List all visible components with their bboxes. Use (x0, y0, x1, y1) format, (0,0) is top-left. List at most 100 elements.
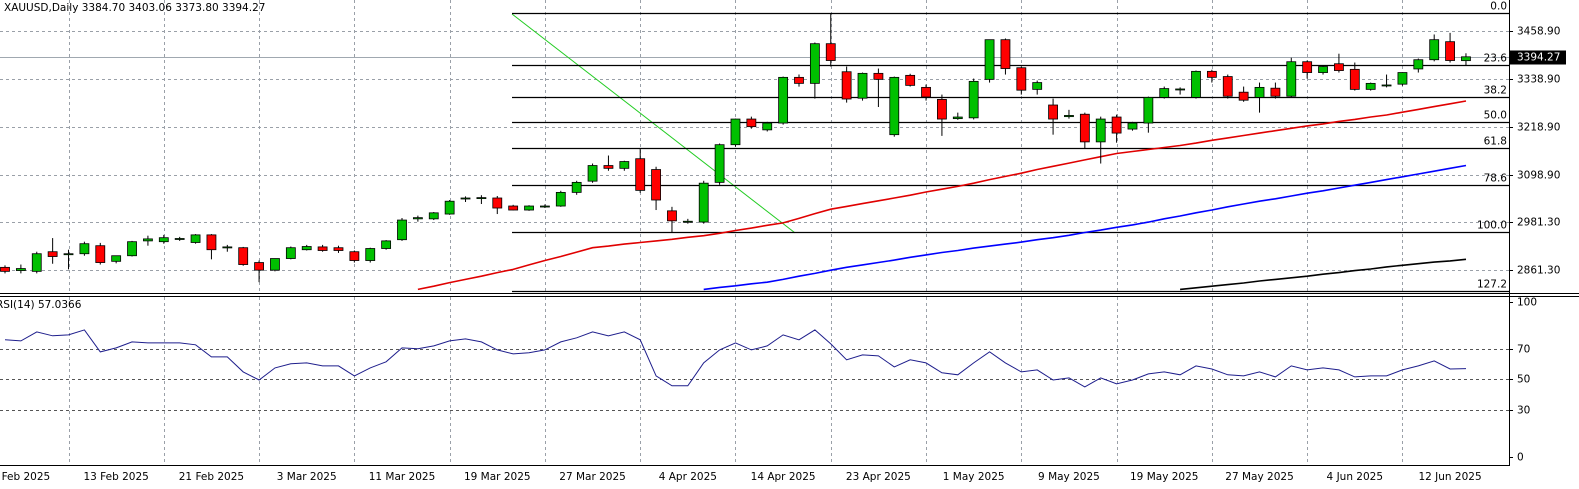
candle-body (587, 165, 598, 182)
candle-body (1032, 82, 1043, 90)
candle-body (270, 258, 280, 271)
candle-body (873, 72, 884, 80)
last-price-label: 3394.27 (1517, 52, 1560, 64)
price-pane (0, 12, 1509, 293)
candle-body (285, 247, 296, 259)
candle-body (540, 205, 550, 208)
candle-body (31, 253, 42, 272)
fib-anchor (511, 13, 796, 234)
y-tick-label: 3338.90 (1517, 74, 1560, 86)
x-tick-label: 4 Jun 2025 (1327, 471, 1383, 483)
candle-body (968, 80, 979, 119)
candle-body (301, 246, 312, 251)
fib-label: 38.2 (1484, 85, 1507, 97)
y-tick-label: 2861.30 (1517, 265, 1560, 277)
candle-body (0, 266, 10, 272)
candle-body (841, 71, 852, 100)
candle-body (698, 182, 709, 223)
candle-body (984, 39, 995, 80)
candle-body (254, 262, 264, 271)
candle-body (778, 76, 789, 124)
x-tick-label: 19 May 2025 (1130, 471, 1198, 483)
last-price-tag (1510, 50, 1566, 65)
candle-body (1191, 70, 1201, 98)
candle-body (428, 212, 439, 220)
x-tick-label: 12 Jun 2025 (1418, 471, 1481, 483)
x-tick-label: 3 Mar 2025 (277, 471, 337, 483)
candle-body (1429, 39, 1440, 61)
candle-body (508, 205, 519, 211)
candle-body (524, 205, 534, 211)
x-tick-label: 21 Feb 2025 (179, 471, 244, 483)
candle-body (667, 210, 677, 222)
candle-body (921, 86, 931, 98)
candle-body (95, 245, 106, 263)
candle-body (794, 76, 804, 84)
candle-body (412, 217, 423, 220)
candle-body (952, 116, 963, 120)
candle-body (1445, 41, 1455, 61)
labels: XAUUSD,Daily 3384.70 3403.06 3373.80 339… (0, 1, 1566, 483)
candle-body (444, 200, 455, 215)
candle-body (317, 246, 328, 251)
candle-body (1397, 72, 1408, 85)
candle-body (937, 99, 947, 120)
candle-body (333, 247, 344, 251)
candle-body (381, 240, 392, 249)
candle-body (79, 243, 90, 255)
candle-body (1302, 61, 1313, 73)
x-tick-label: 27 May 2025 (1225, 471, 1293, 483)
x-tick-label: 19 Mar 2025 (464, 471, 531, 483)
rsi-tick-label: 50 (1517, 374, 1530, 386)
candle-body (1222, 76, 1233, 97)
candle-body (1095, 118, 1106, 143)
candle-body (809, 43, 820, 84)
candle-body (460, 197, 471, 200)
moving-average (703, 164, 1467, 291)
candle-body (143, 238, 153, 242)
candle-body (1365, 82, 1376, 90)
fib-label: 127.2 (1477, 279, 1507, 291)
rsi-tick-label: 100 (1517, 297, 1537, 309)
candle-body (1461, 56, 1471, 62)
candle-body (158, 237, 169, 243)
candle-body (682, 220, 693, 223)
fib-label: 50.0 (1484, 110, 1507, 122)
candle-body (1079, 113, 1090, 143)
candle-body (47, 251, 58, 257)
x-tick-label: 23 Apr 2025 (846, 471, 911, 483)
chart-title: XAUUSD,Daily 3384.70 3403.06 3373.80 339… (4, 2, 265, 14)
x-tick-label: 1 May 2025 (943, 471, 1005, 483)
candle-body (174, 238, 185, 240)
candle-body (762, 122, 773, 131)
y-tick-label: 2981.30 (1517, 217, 1560, 229)
y-tick-label: 3218.90 (1517, 122, 1560, 134)
candle-body (825, 43, 836, 61)
moving-average (1180, 258, 1467, 291)
candle-body (635, 158, 646, 191)
moving-average (417, 100, 1467, 291)
candle-body (1064, 115, 1074, 118)
candle-body (1016, 67, 1027, 91)
axes (0, 0, 1579, 466)
rsi-title: RSI(14) 57.0366 (0, 299, 82, 311)
candle-body (127, 241, 137, 257)
candle-body (1143, 96, 1154, 124)
x-tick-label: 14 Apr 2025 (751, 471, 816, 483)
candle-body (1000, 39, 1011, 69)
candle-body (365, 248, 376, 261)
candle-body (651, 169, 661, 201)
rsi-tick-label: 0 (1517, 452, 1524, 464)
candle-body (1334, 63, 1344, 71)
y-tick-label: 3458.90 (1517, 26, 1560, 38)
fib-label: 23.6 (1484, 53, 1508, 65)
candle-body (238, 247, 249, 265)
x-tick-label: 4 Apr 2025 (659, 471, 717, 483)
candle-body (730, 118, 741, 146)
candle-body (111, 255, 122, 262)
candle-body (1159, 88, 1170, 98)
candle-body (1381, 84, 1392, 87)
candle-body (63, 253, 74, 256)
